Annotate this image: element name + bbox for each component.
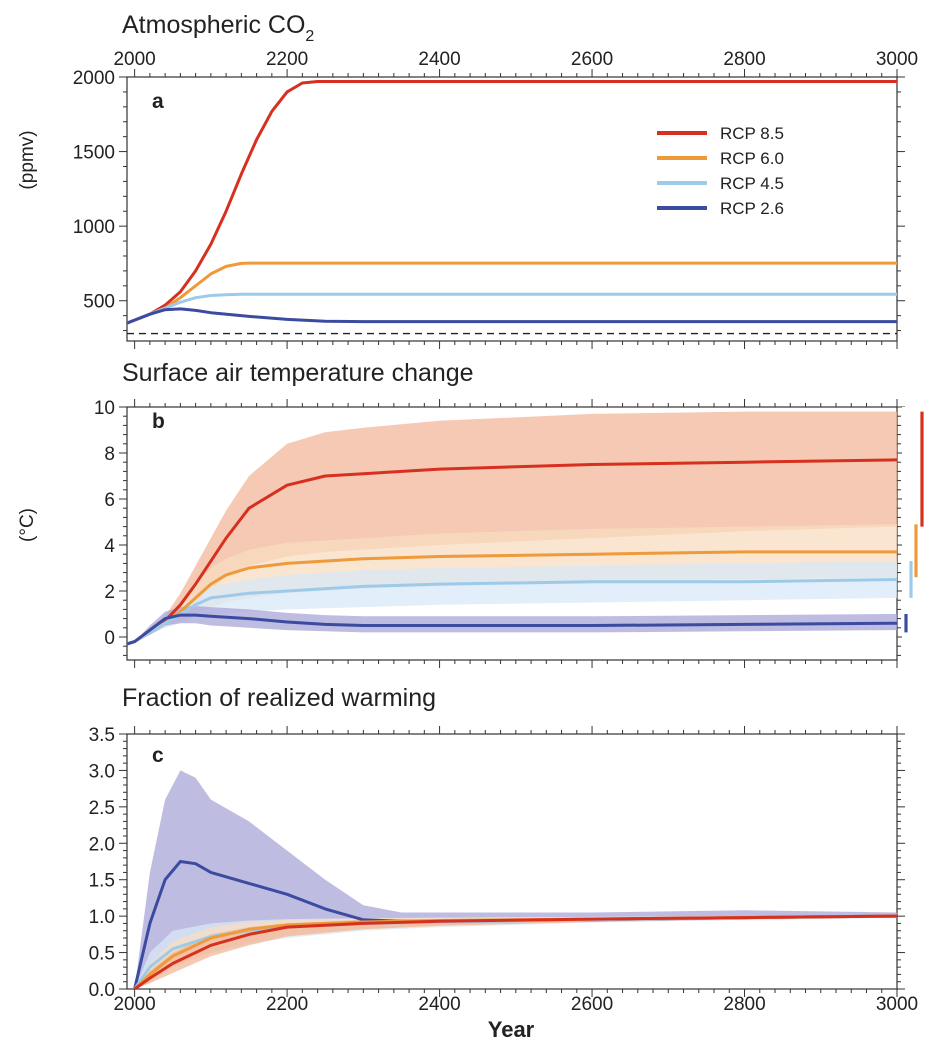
legend-label-rcp85: RCP 8.5 [720,124,784,143]
panel-c-plot [133,770,897,989]
y-tick-label: 0.0 [89,980,115,1001]
y-tick-label: 500 [83,292,115,313]
x-tick-label: 2200 [266,994,308,1015]
panel-a-letter: a [152,90,164,113]
y-tick-label: 1500 [73,143,115,164]
y-tick-label: 1.0 [89,907,115,928]
panel-a: 2000 2200 2400 2600 2800 3000 500 1000 1500 2000 R… [73,49,918,349]
panel-b-title: Surface air temperature change [122,359,474,387]
panel-b-ylabel: (°C) [17,508,38,542]
x-tick-label: 3000 [876,49,918,70]
y-tick-label: 3.0 [89,761,115,782]
x-tick-label: 2600 [571,49,613,70]
panel-a-plot [127,80,897,335]
band-rcp26 [134,770,897,989]
band-rcp45 [134,916,897,989]
legend: RCP 8.5 RCP 6.0 RCP 4.5 RCP 2.6 [657,124,784,218]
x-tick-label: 2800 [723,994,765,1015]
y-tick-label: 0.5 [89,944,115,965]
y-tick-label: 0 [104,628,115,649]
y-tick-label: 2 [104,582,115,603]
line-rcp26 [127,307,897,325]
y-tick-label: 4 [104,536,115,557]
y-tick-label: 10 [94,398,115,419]
y-tick-label: 8 [104,444,115,465]
legend-label-rcp26: RCP 2.6 [720,199,784,218]
chart-layer: 2000 2200 2400 2600 2800 3000 500 1000 1500 2000 R… [73,49,925,1015]
band-rcp60 [134,916,897,989]
x-tick-label: 2000 [113,49,155,70]
y-tick-label: 3.5 [89,725,115,746]
y-tick-label: 2.0 [89,834,115,855]
line-rcp26 [127,613,897,646]
x-tick-label: 2400 [418,994,460,1015]
line-rcp85 [133,914,897,989]
panel-a-ylabel: (ppmv) [17,130,38,189]
x-tick-label: 3000 [876,994,918,1015]
y-tick-label: 6 [104,490,115,511]
x-tick-label: 2000 [113,994,155,1015]
panel-c-letter: c [152,744,164,767]
panel-b-letter: b [152,410,165,433]
panel-a-frame [126,76,898,342]
x-tick-label: 2400 [418,49,460,70]
x-tick-label: 2600 [571,994,613,1015]
x-tick-label: 2200 [266,49,308,70]
panel-c: 2000 2200 2400 2600 2800 3000 0.0 0.5 1.0 1.5 2.0 2… [89,725,919,1015]
line-rcp45 [127,292,897,325]
range-strip [902,407,925,660]
panel-a-title-subscript: 2 [305,28,314,45]
x-axis-title: Year [488,1017,535,1041]
legend-label-rcp60: RCP 6.0 [720,149,784,168]
y-tick-label: 1000 [73,217,115,238]
y-tick-label: 2.5 [89,798,115,819]
x-tick-label: 2800 [723,49,765,70]
panel-b: 0 2 4 6 8 10 [94,398,925,668]
y-tick-label: 2000 [73,68,115,89]
legend-label-rcp45: RCP 4.5 [720,174,784,193]
y-tick-label: 1.5 [89,871,115,892]
panel-a-title: Atmospheric CO2 [122,11,314,45]
panel-c-title: Fraction of realized warming [122,684,436,712]
band-rcp85 [127,411,897,644]
line-rcp45 [127,578,897,646]
panel-b-plot [127,411,897,646]
panel-c-frame [126,733,898,990]
